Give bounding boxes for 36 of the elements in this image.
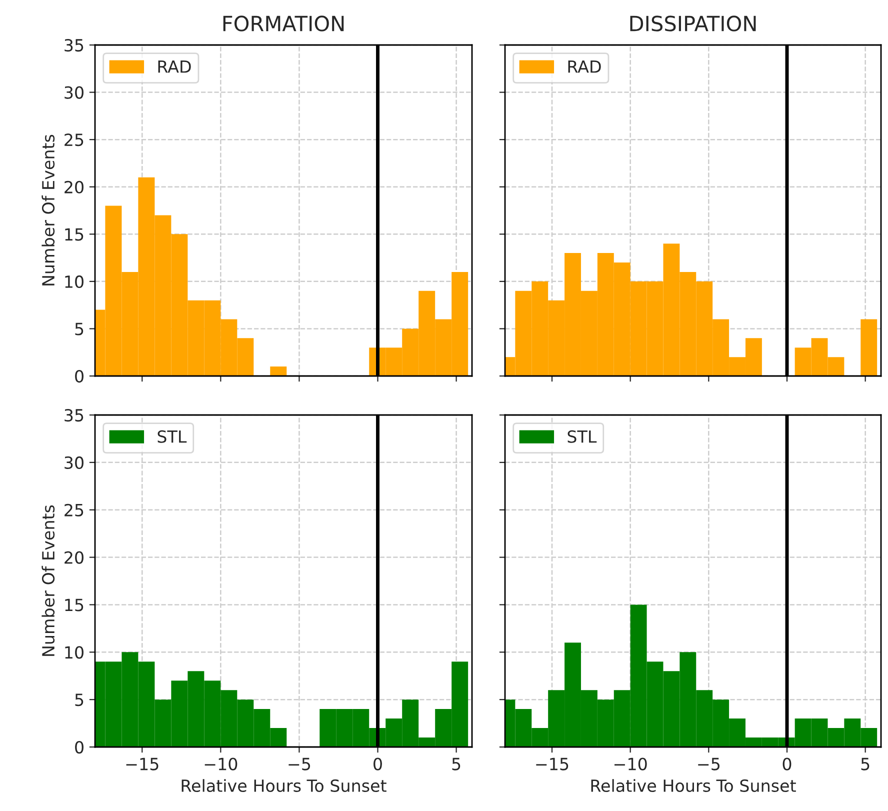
y-tick-label: 5 <box>75 322 84 336</box>
x-tick-label: −15 <box>536 758 568 770</box>
x-tick-label: −5 <box>698 758 720 770</box>
x-axis-title: Relative Hours To Sunset <box>182 779 386 792</box>
legend-label: RAD <box>158 60 191 73</box>
legend-label: STL <box>568 430 597 443</box>
y-tick-label: 10 <box>65 646 84 659</box>
y-tick-label: 25 <box>64 134 84 146</box>
y-axis-title: Number Of Events <box>42 134 55 286</box>
y-tick-label: 0 <box>75 370 84 383</box>
x-tick-label: 5 <box>861 758 870 770</box>
y-tick-label: 30 <box>64 456 84 469</box>
chart-title: DISSIPATION <box>630 16 756 32</box>
x-tick-label: −10 <box>204 758 238 770</box>
y-tick-label: 30 <box>64 86 84 99</box>
x-tick-label: −15 <box>126 758 158 770</box>
legend-label: RAD <box>568 60 601 73</box>
x-tick-label: 0 <box>782 758 792 770</box>
legend-label: STL <box>158 430 187 443</box>
y-tick-label: 15 <box>65 598 84 612</box>
y-tick-label: 35 <box>64 408 84 422</box>
x-tick-label: −10 <box>614 758 647 770</box>
y-tick-label: 15 <box>65 228 84 241</box>
y-tick-label: 10 <box>65 275 84 288</box>
x-tick-label: −5 <box>288 758 310 770</box>
y-tick-label: 35 <box>64 38 84 52</box>
chart-title: FORMATION <box>223 16 344 32</box>
x-axis-title: Relative Hours To Sunset <box>591 779 796 792</box>
x-tick-label: 5 <box>452 758 460 770</box>
y-tick-label: 20 <box>64 180 84 194</box>
y-tick-label: 25 <box>64 504 84 516</box>
y-tick-label: 20 <box>64 551 84 564</box>
y-tick-label: 5 <box>75 694 84 706</box>
y-axis-title: Number Of Events <box>42 505 55 656</box>
y-tick-label: 0 <box>75 740 84 754</box>
x-tick-label: 0 <box>374 758 382 770</box>
